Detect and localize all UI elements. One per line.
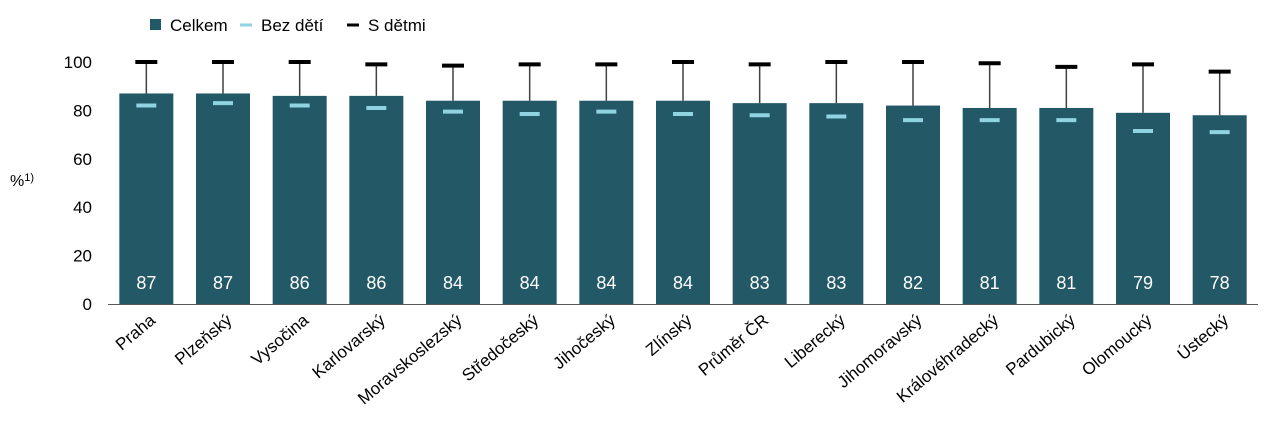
category-label-15: Ústecký [1174,310,1233,364]
bar-10 [809,103,864,304]
data-label-3: 86 [290,273,310,293]
data-label-10: 83 [826,273,846,293]
category-label-10: Liberecký [781,310,849,372]
data-label-2: 87 [213,273,233,293]
error-bars [135,60,1231,135]
category-labels: Praha Plzeňský VysočinaKarlovarskýMoravsko… [112,310,1233,408]
legend-label-s-detmi: S dětmi [368,16,426,35]
bar-15 [1192,115,1247,305]
category-label-4: Karlovarský [309,310,390,382]
y-tick-label: 40 [73,198,92,217]
y-tick-label: 80 [73,101,92,120]
y-tick-label: 0 [83,295,92,314]
bar-8 [656,100,710,304]
bar-9 [732,103,787,304]
bar-11 [886,105,940,304]
bar-6 [502,100,557,304]
bar-5 [426,100,480,304]
bar-4 [349,95,404,304]
category-label-2: Plzeňský [171,310,236,369]
legend-swatch-celkem [150,19,161,30]
data-labels: 87 87 86 86 84 84 84 84 83 83 82 81 81 79 78 [136,273,1229,293]
bars [119,93,1247,305]
data-label-14: 79 [1133,273,1153,293]
y-tick-label: 60 [73,150,92,169]
data-label-8: 84 [673,273,693,293]
data-label-15: 78 [1210,273,1230,293]
y-axis-label: %1) [10,172,34,190]
y-axis-label-sup: 1) [24,172,34,184]
bar-7 [579,100,634,304]
category-label-7: Jihočeský [550,310,620,373]
bar-1 [119,93,174,305]
data-label-11: 82 [903,273,923,293]
bar-14 [1116,112,1170,304]
y-tick-label: 100 [64,53,92,72]
bar-2 [196,93,250,305]
category-label-13: Pardubický [1002,310,1079,379]
data-label-1: 87 [136,273,156,293]
category-label-6: Středočeský [458,310,542,385]
y-axis: 0 20 40 60 80 100 [64,53,92,314]
data-label-13: 81 [1056,273,1076,293]
data-label-12: 81 [980,273,1000,293]
category-label-9: Průměr ČR [695,311,772,380]
bar-3 [272,95,327,304]
bar-12 [962,107,1017,304]
y-tick-label: 20 [73,247,92,266]
category-label-1: Praha [112,310,159,354]
category-label-8: Zlínský [642,310,696,359]
category-label-14: Olomoucký [1078,310,1156,380]
bar-13 [1039,107,1094,304]
legend-label-bez-deti: Bez dětí [261,16,324,35]
y-axis-label-main: % [10,173,24,190]
data-label-9: 83 [750,273,770,293]
legend-label-celkem: Celkem [170,16,228,35]
data-label-4: 86 [366,273,386,293]
data-label-6: 84 [520,273,540,293]
legend: Celkem Bez dětí S dětmi [150,16,426,35]
category-label-3: Vysočina [248,310,313,369]
data-label-5: 84 [443,273,463,293]
data-label-7: 84 [596,273,616,293]
